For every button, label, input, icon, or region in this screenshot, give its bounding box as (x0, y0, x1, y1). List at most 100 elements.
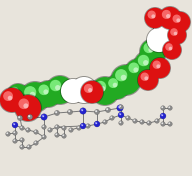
Circle shape (96, 123, 97, 124)
Circle shape (26, 128, 28, 130)
Circle shape (150, 31, 160, 41)
Circle shape (27, 114, 33, 120)
Circle shape (69, 111, 70, 112)
Circle shape (153, 18, 177, 42)
Circle shape (50, 80, 61, 91)
Circle shape (63, 135, 64, 136)
Circle shape (152, 61, 161, 69)
Circle shape (56, 134, 57, 135)
Circle shape (146, 121, 151, 125)
Circle shape (81, 81, 103, 103)
Circle shape (161, 122, 165, 126)
Circle shape (41, 124, 46, 130)
Circle shape (41, 114, 47, 121)
Circle shape (12, 122, 18, 128)
Circle shape (90, 76, 120, 106)
Circle shape (20, 145, 22, 147)
Circle shape (161, 122, 163, 124)
Circle shape (3, 91, 13, 101)
Circle shape (28, 146, 29, 147)
Circle shape (55, 125, 59, 129)
Circle shape (26, 128, 30, 132)
Circle shape (47, 127, 52, 133)
Circle shape (143, 60, 148, 65)
Circle shape (10, 87, 19, 96)
Circle shape (86, 124, 90, 128)
Circle shape (87, 125, 88, 126)
Circle shape (168, 106, 170, 108)
Circle shape (148, 47, 153, 52)
Circle shape (55, 111, 57, 113)
Circle shape (168, 106, 172, 110)
Circle shape (41, 114, 47, 120)
Circle shape (91, 77, 119, 105)
Circle shape (169, 107, 170, 108)
Circle shape (17, 115, 23, 121)
Circle shape (26, 127, 31, 133)
Circle shape (77, 126, 79, 128)
Circle shape (95, 122, 97, 124)
Circle shape (143, 42, 154, 53)
Circle shape (159, 7, 181, 29)
Circle shape (168, 26, 186, 44)
Circle shape (151, 14, 155, 18)
Circle shape (27, 114, 33, 120)
Circle shape (105, 75, 129, 99)
Circle shape (107, 109, 108, 110)
Circle shape (80, 80, 104, 104)
Circle shape (104, 121, 105, 122)
Circle shape (148, 122, 149, 123)
Circle shape (161, 105, 166, 111)
Circle shape (74, 80, 85, 91)
Circle shape (147, 121, 151, 125)
Circle shape (76, 125, 81, 130)
Circle shape (69, 127, 74, 133)
Circle shape (20, 137, 25, 143)
Circle shape (42, 135, 46, 139)
Circle shape (19, 81, 51, 113)
Circle shape (80, 123, 86, 129)
Circle shape (15, 95, 41, 121)
Circle shape (119, 107, 120, 108)
Circle shape (80, 123, 86, 129)
Circle shape (155, 118, 160, 124)
Circle shape (96, 111, 97, 112)
Circle shape (119, 105, 121, 107)
Circle shape (68, 110, 70, 112)
Circle shape (162, 115, 163, 116)
Circle shape (169, 47, 172, 50)
Circle shape (21, 127, 22, 128)
Circle shape (94, 121, 100, 127)
Circle shape (155, 119, 159, 123)
Circle shape (14, 91, 18, 95)
Circle shape (71, 77, 97, 103)
Circle shape (95, 110, 97, 112)
Circle shape (34, 130, 36, 132)
Circle shape (138, 70, 158, 90)
Circle shape (162, 10, 171, 19)
Circle shape (124, 58, 152, 86)
Circle shape (13, 139, 17, 143)
Circle shape (84, 84, 93, 93)
Circle shape (118, 112, 124, 118)
Circle shape (24, 86, 36, 98)
Circle shape (133, 119, 135, 121)
Circle shape (158, 6, 182, 30)
Circle shape (156, 120, 157, 121)
Circle shape (170, 12, 190, 32)
Circle shape (82, 125, 83, 126)
Circle shape (27, 145, 31, 149)
Circle shape (69, 87, 73, 91)
Circle shape (20, 126, 24, 130)
Circle shape (120, 114, 121, 115)
Circle shape (20, 138, 24, 142)
Circle shape (119, 121, 123, 125)
Circle shape (169, 123, 170, 124)
Circle shape (161, 26, 165, 30)
Circle shape (82, 110, 83, 111)
Circle shape (132, 118, 137, 124)
Circle shape (126, 116, 128, 118)
Circle shape (27, 129, 28, 130)
Circle shape (20, 82, 50, 112)
Circle shape (133, 67, 138, 72)
